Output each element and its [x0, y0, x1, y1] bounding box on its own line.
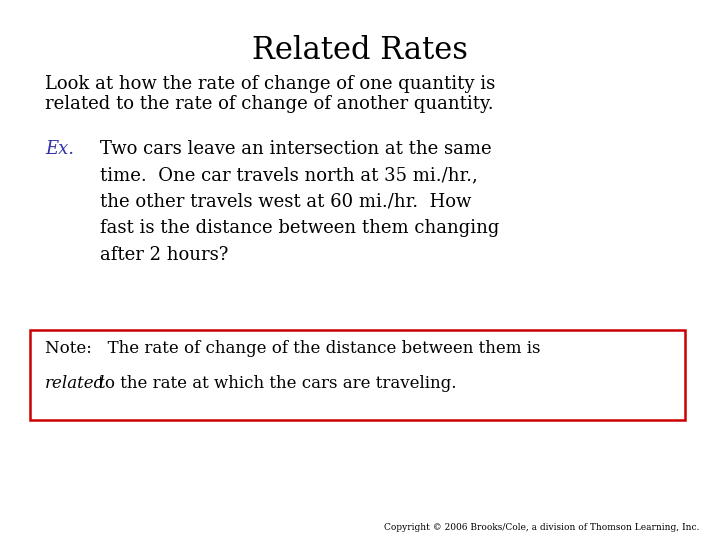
FancyBboxPatch shape [30, 330, 685, 420]
Text: Note:   The rate of change of the distance between them is: Note: The rate of change of the distance… [45, 340, 541, 357]
Text: Related Rates: Related Rates [252, 35, 468, 66]
Text: Copyright © 2006 Brooks/Cole, a division of Thomson Learning, Inc.: Copyright © 2006 Brooks/Cole, a division… [384, 523, 700, 532]
Text: Ex.: Ex. [45, 140, 74, 158]
Text: related: related [45, 375, 105, 392]
Text: to the rate at which the cars are traveling.: to the rate at which the cars are travel… [93, 375, 456, 392]
Text: related to the rate of change of another quantity.: related to the rate of change of another… [45, 95, 494, 113]
Text: Look at how the rate of change of one quantity is: Look at how the rate of change of one qu… [45, 75, 495, 93]
Text: Two cars leave an intersection at the same
time.  One car travels north at 35 mi: Two cars leave an intersection at the sa… [100, 140, 500, 264]
